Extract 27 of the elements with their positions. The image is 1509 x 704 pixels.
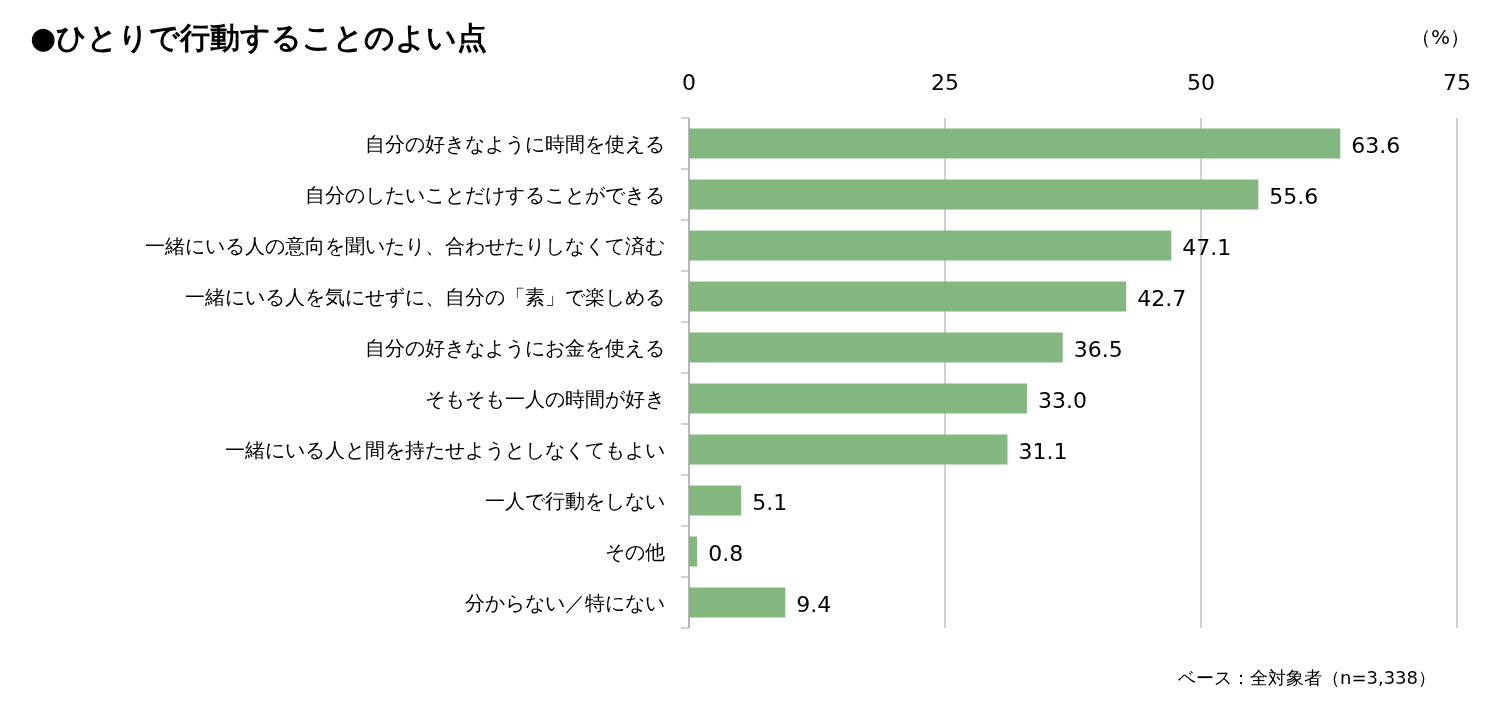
category: そもそも一人の時間が好き <box>425 386 665 411</box>
xtick: 0 <box>682 70 696 95</box>
data-label: 47.1 <box>1182 234 1232 260</box>
xtick: 75 <box>1443 70 1471 95</box>
category: 一緒にいる人を気にせずに、自分の「素」で楽しめる <box>185 284 665 309</box>
xlabel: （%） <box>1411 25 1470 49</box>
category: 自分の好きなようにお金を使える <box>365 335 665 360</box>
title: ●ひとりで行動することのよい点 <box>30 20 488 55</box>
xtick: 25 <box>931 70 959 95</box>
category: その他 <box>605 539 665 564</box>
category: 分からない／特にない <box>465 590 665 615</box>
xtick: 50 <box>1187 70 1215 95</box>
category: 一緒にいる人の意向を聞いたり、合わせたりしなくて済む <box>145 233 665 258</box>
category: 一緒にいる人と間を持たせようとしなくてもよい <box>225 437 665 462</box>
data-label: 33.0 <box>1037 387 1087 413</box>
data-label: 5.1 <box>752 489 788 515</box>
data-label: 42.7 <box>1137 285 1187 311</box>
data-label: 55.6 <box>1269 183 1319 209</box>
data-label: 0.8 <box>708 540 744 566</box>
data-label: 36.5 <box>1073 336 1123 362</box>
annotation: ベース：全対象者（n=3,338） <box>1177 667 1436 688</box>
data-label: 63.6 <box>1351 132 1401 158</box>
data-label: 9.4 <box>796 591 832 617</box>
data-label: 31.1 <box>1018 438 1068 464</box>
category: 一人で行動をしない <box>485 488 665 513</box>
category: 自分の好きなように時間を使える <box>365 131 665 156</box>
category: 自分のしたいことだけすることができる <box>305 182 665 207</box>
